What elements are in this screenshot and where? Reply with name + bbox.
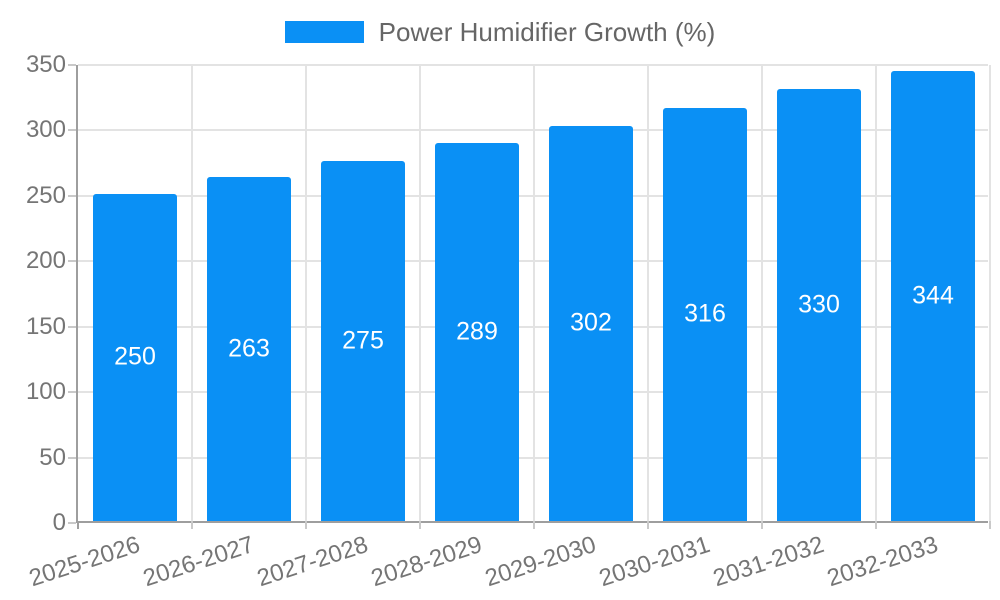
bar[interactable]: 289 <box>435 142 519 521</box>
y-axis-label: 0 <box>52 509 66 536</box>
legend-label: Power Humidifier Growth (%) <box>378 17 716 47</box>
x-tick <box>191 521 193 529</box>
bar-value-label: 330 <box>798 290 840 319</box>
y-axis-label: 200 <box>25 247 66 275</box>
bar[interactable]: 344 <box>891 70 975 521</box>
bar-value-label: 250 <box>114 342 156 371</box>
x-tick <box>305 521 307 529</box>
v-gridline <box>761 65 763 521</box>
x-tick <box>989 521 991 529</box>
legend[interactable]: Power Humidifier Growth (%) <box>0 18 1000 46</box>
bar-value-label: 263 <box>228 334 270 363</box>
v-gridline <box>533 65 535 521</box>
y-axis-label: 350 <box>25 51 66 78</box>
y-axis-label: 300 <box>25 116 66 144</box>
bar-value-label: 289 <box>456 317 498 346</box>
y-tick <box>68 325 76 328</box>
v-gridline <box>419 65 421 521</box>
v-gridline <box>191 65 193 521</box>
y-tick <box>68 522 76 524</box>
x-tick <box>875 521 877 529</box>
bar[interactable]: 263 <box>207 176 291 521</box>
v-gridline <box>989 65 991 521</box>
bar-value-label: 302 <box>570 308 612 337</box>
y-tick <box>68 260 76 263</box>
x-tick <box>419 521 421 529</box>
y-axis-label: 250 <box>25 181 66 209</box>
x-tick <box>647 521 649 529</box>
bar[interactable]: 330 <box>777 89 861 521</box>
bar-value-label: 344 <box>912 281 954 310</box>
y-axis-label: 150 <box>25 312 66 340</box>
v-gridline <box>305 65 307 521</box>
v-gridline <box>647 65 649 521</box>
bar[interactable]: 250 <box>93 193 177 521</box>
y-axis-label: 50 <box>39 443 66 471</box>
y-tick <box>68 456 76 459</box>
x-tick <box>533 521 535 529</box>
plot-area: 250 263 275 289 302 316 330 344 <box>68 64 991 529</box>
x-tick <box>77 521 79 529</box>
bar-value-label: 316 <box>684 299 726 328</box>
bar[interactable]: 275 <box>321 161 405 521</box>
bar[interactable]: 302 <box>549 125 633 521</box>
y-tick <box>68 129 76 132</box>
x-tick <box>761 521 763 529</box>
bar[interactable]: 316 <box>663 107 747 521</box>
bar-value-label: 275 <box>342 326 384 355</box>
legend-swatch <box>284 21 364 43</box>
y-tick <box>68 194 76 197</box>
y-tick <box>68 64 76 66</box>
y-tick <box>68 391 76 394</box>
y-axis-label: 100 <box>25 378 66 406</box>
v-gridline <box>875 65 877 521</box>
